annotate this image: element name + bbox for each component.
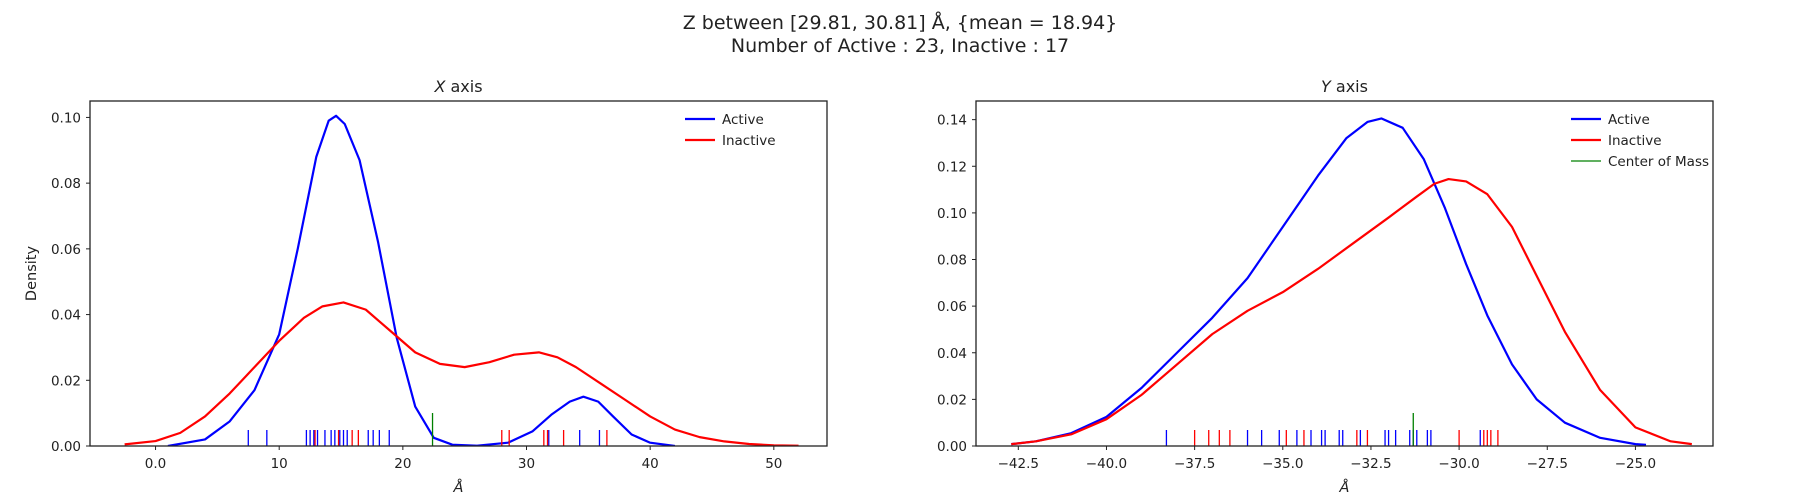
x-tick-label: −27.5 [1527,456,1568,472]
x-tick-label: −42.5 [998,456,1039,472]
x-tick-label: −32.5 [1350,456,1391,472]
y-tick-label: 0.12 [937,159,967,175]
series-inactive-line [124,301,799,446]
y-tick-label: 0.04 [937,346,967,362]
x-tick-label: 30 [518,456,535,472]
x-tick-label: −30.0 [1438,456,1479,472]
legend-label-active: Active [1608,112,1650,128]
chart-panel-1: 0.0 10 20 30 40 50 0.00 0.02 0.04 0.06 0.08 0.10 X a… [24,77,828,496]
x-axis-label: Å [453,479,464,496]
legend-label-inactive: Inactive [722,133,776,149]
series-inactive-line [1011,177,1692,446]
chart-panel-2: −42.5 −40.0 −37.5 −35.0 −32.5 −30.0 −27.5 −25.0… [937,77,1714,496]
series-active-line [167,114,676,446]
y-tick-label: 0.06 [937,299,967,315]
y-tick-label: 0.14 [937,113,967,129]
series-active-line [1011,117,1647,446]
legend-label-active: Active [722,112,764,128]
figure-title: Z between [29.81, 30.81] Å, {mean = 18.9… [0,12,1800,58]
y-tick-label: 0.02 [937,392,967,408]
y-tick-label: 0.10 [937,206,967,222]
legend-label-inactive: Inactive [1608,133,1662,149]
figure-title-line-2: Number of Active : 23, Inactive : 17 [730,35,1070,57]
y-axis-label: Density [24,246,40,302]
y-tick-label: 0.02 [51,373,81,389]
y-tick-label: 0.06 [51,242,81,258]
x-tick-label: −35.0 [1262,456,1303,472]
panel-title: Y axis [1321,77,1368,96]
legend: Active Inactive Center of Mass [1571,112,1709,170]
x-tick-label: 50 [765,456,782,472]
y-tick-label: 0.10 [51,110,81,126]
x-tick-label: 20 [394,456,411,472]
plot-frame [975,100,1714,447]
figure-title-line-1: Z between [29.81, 30.81] Å, {mean = 18.9… [682,12,1118,34]
x-tick-label: 10 [271,456,288,472]
plot-frame [89,100,828,447]
y-tick-label: 0.00 [937,439,967,455]
legend-label-center-of-mass: Center of Mass [1608,154,1709,170]
x-tick-label: 40 [642,456,659,472]
x-axis-label: Å [1339,479,1350,496]
y-tick-label: 0.04 [51,308,81,324]
legend: Active Inactive [685,112,776,149]
x-tick-label: −37.5 [1174,456,1215,472]
y-tick-label: 0.00 [51,439,81,455]
panel-title: X axis [433,77,482,96]
x-tick-label: 0.0 [145,456,166,472]
x-tick-label: −25.0 [1615,456,1656,472]
y-tick-label: 0.08 [51,176,81,192]
y-tick-label: 0.08 [937,253,967,269]
x-tick-label: −40.0 [1086,456,1127,472]
